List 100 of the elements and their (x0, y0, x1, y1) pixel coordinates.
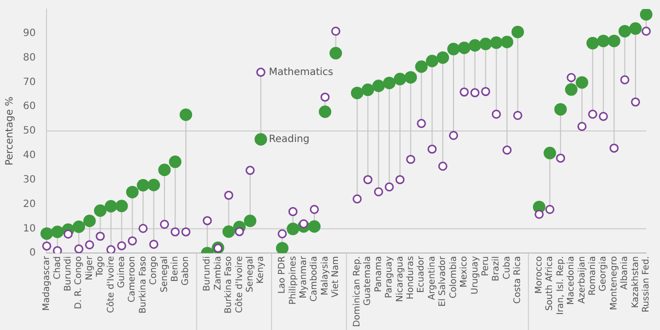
point (246, 166, 255, 175)
x-tick-label: D. R. Congo (74, 256, 84, 310)
point (481, 86, 490, 96)
point (84, 240, 94, 250)
y-tick-label: 10 (22, 223, 36, 234)
point (362, 84, 374, 96)
y-tick-label: 0 (29, 248, 36, 259)
point (502, 146, 512, 155)
y-tick-label: 30 (22, 174, 36, 186)
point (576, 76, 588, 89)
point (511, 26, 524, 38)
point (384, 182, 394, 192)
x-tick-label: Guatemala (363, 256, 374, 306)
x-tick-label: Chad (52, 256, 63, 280)
point (256, 68, 266, 77)
x-tick-label: Togo (96, 256, 106, 278)
x-tick-label: Congo (149, 256, 160, 285)
y-tick-label: 60 (22, 101, 36, 112)
x-tick-label: Côte d'Ivoire (234, 256, 245, 314)
y-axis-title: Percentage % (4, 96, 16, 166)
point (642, 26, 651, 36)
point (64, 230, 73, 239)
point (244, 214, 256, 228)
point (181, 227, 190, 236)
x-tick-label: Burkina Faso (224, 256, 234, 314)
point (608, 34, 620, 48)
x-tick-label: Zambia (213, 256, 224, 290)
x-tick-label: Nicaragua (395, 256, 406, 302)
point (406, 154, 416, 164)
x-tick-label: Benin (170, 256, 181, 282)
point (556, 154, 566, 163)
point (426, 54, 438, 68)
point (438, 162, 448, 171)
point (618, 24, 632, 38)
point (588, 110, 598, 119)
x-tick-label: Kazakhstan (630, 256, 641, 308)
point (513, 110, 522, 120)
point (40, 227, 53, 240)
point (234, 227, 244, 236)
x-tick-label: Costa Rica (513, 256, 524, 304)
point (222, 225, 235, 238)
point (352, 194, 362, 204)
x-tick-label: Senegal (160, 256, 170, 292)
y-tick-label: 70 (22, 76, 36, 88)
y-tick-label: 80 (22, 52, 36, 64)
x-tick-label: Dominican Rep. (352, 256, 363, 328)
point (318, 106, 332, 118)
point (447, 42, 460, 56)
x-tick-label: Romania (588, 256, 598, 296)
x-tick-label: Peru (480, 256, 491, 276)
point (149, 240, 158, 249)
point (597, 34, 610, 48)
point (545, 204, 554, 214)
point (374, 187, 384, 196)
point (254, 133, 268, 146)
point (577, 122, 587, 131)
x-tick-label: Albania (620, 256, 630, 290)
x-tick-label: Colombia (448, 256, 459, 298)
x-tick-label: Cambodia (310, 256, 320, 302)
x-tick-label: Philippines (288, 256, 298, 305)
point (52, 246, 62, 254)
point (278, 229, 287, 238)
point (117, 241, 126, 250)
point (94, 204, 106, 217)
y-tick-label: 20 (22, 198, 36, 210)
point (629, 22, 642, 35)
point (180, 108, 192, 121)
point (74, 244, 84, 254)
x-tick-label: Lao PDR (278, 256, 288, 294)
point (286, 222, 300, 236)
x-tick-label: Burkina Faso (138, 256, 148, 314)
point (610, 144, 619, 153)
point (72, 220, 86, 233)
point (479, 38, 492, 50)
y-tick-label: 40 (22, 150, 36, 162)
x-tick-label: Gabon (181, 256, 192, 286)
point (288, 207, 298, 216)
point (492, 110, 501, 119)
point (160, 220, 170, 229)
point (138, 224, 148, 233)
x-tick-label: Malaysia (320, 256, 330, 296)
x-tick-label: Côte d'Ivoire (105, 256, 116, 314)
point (436, 51, 450, 64)
point (158, 164, 171, 176)
x-tick-label: Ecuador (416, 256, 427, 293)
x-tick-label: Burundi (63, 256, 74, 292)
x-tick-label: El Salvador (438, 256, 448, 307)
annotation: Reading (268, 134, 310, 145)
annotation: Mathematics (268, 66, 334, 78)
point (128, 236, 137, 246)
point (415, 60, 428, 73)
x-tick-label: Honduras (406, 256, 416, 300)
point (126, 186, 139, 198)
point (640, 9, 652, 21)
x-tick-label: Iran, Isl. Rep. (556, 256, 566, 315)
point (83, 214, 96, 228)
x-tick-label: South Africa (545, 256, 556, 311)
x-tick-label: Viet Nam (331, 256, 342, 298)
x-tick-label: Cameroon (128, 256, 138, 302)
point (104, 200, 118, 212)
